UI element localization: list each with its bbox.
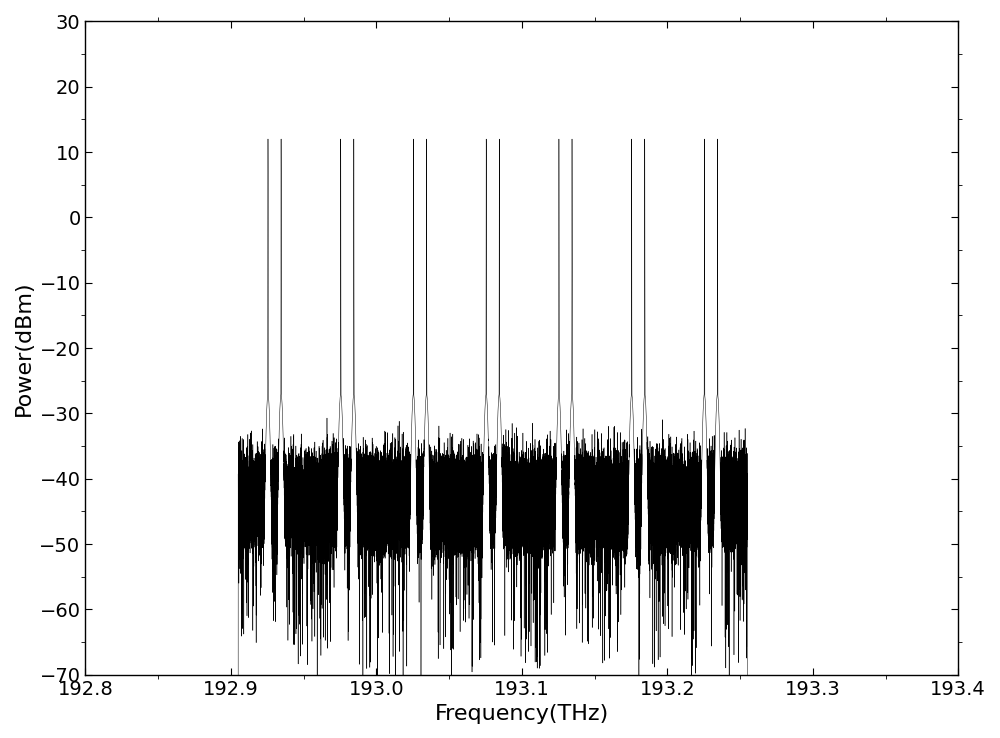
X-axis label: Frequency(THz): Frequency(THz) (435, 704, 609, 724)
Y-axis label: Power(dBm): Power(dBm) (14, 280, 34, 415)
